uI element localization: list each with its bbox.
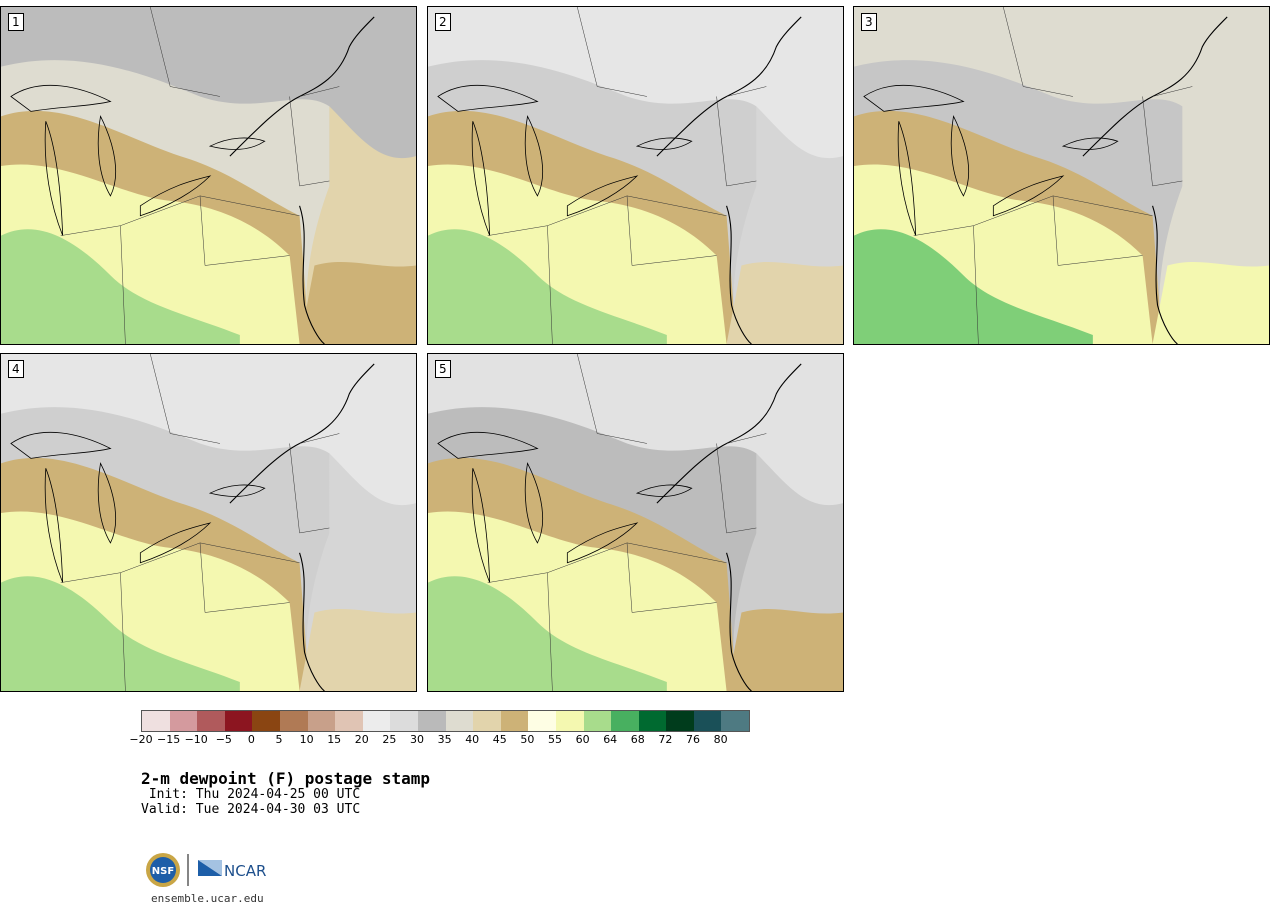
colorbar-swatch — [169, 711, 198, 731]
colorbar-swatch — [252, 711, 280, 731]
nsf-logo-text: NSF — [152, 866, 174, 877]
colorbar-swatch — [721, 711, 750, 731]
colorbar-swatch — [666, 711, 694, 731]
colorbar-swatch — [611, 711, 639, 731]
colorbar-tick-label: 30 — [410, 733, 424, 746]
colorbar-tick-label: 50 — [520, 733, 535, 746]
colorbar-swatch — [693, 711, 722, 731]
colorbar-tick-label: 72 — [658, 733, 673, 746]
colorbar-tick-label: 68 — [630, 733, 645, 746]
colorbar-swatch — [500, 711, 529, 731]
colorbar-tick-label: 40 — [465, 733, 480, 746]
colorbar-tick-label: 60 — [575, 733, 590, 746]
ensemble-member-map-5: 5 — [427, 353, 844, 692]
colorbar-swatch — [279, 711, 308, 731]
colorbar-swatch — [583, 711, 612, 731]
dewpoint-map-1 — [1, 7, 416, 344]
panel-label-5: 5 — [435, 360, 451, 378]
colorbar-tick-label: 5 — [275, 733, 283, 746]
colorbar-ticks: −20 −15 −10 −5 0 5 10 15 20 25 30 35 40 45 50 55 60 64 68 7… — [129, 733, 761, 749]
colorbar-swatch — [638, 711, 667, 731]
colorbar-tick-label: −5 — [215, 733, 232, 746]
footer-url: ensemble.ucar.edu — [151, 892, 264, 905]
ncar-logo-text: NCAR — [224, 862, 266, 880]
colorbar-tick-label: −10 — [184, 733, 208, 746]
dewpoint-map-5 — [428, 354, 843, 691]
colorbar-tick-label: 76 — [686, 733, 700, 746]
colorbar-swatch — [142, 711, 170, 731]
dewpoint-map-3 — [854, 7, 1269, 344]
colorbar-swatch — [362, 711, 391, 731]
colorbar-swatch — [528, 711, 556, 731]
init-time: Init: Thu 2024-04-25 00 UTC — [141, 787, 361, 802]
valid-time: Valid: Tue 2024-04-30 03 UTC — [141, 802, 361, 817]
panel-label-3: 3 — [861, 13, 877, 31]
colorbar-tick-label: 0 — [247, 733, 255, 746]
dewpoint-colorbar — [141, 710, 751, 732]
panel-label-1: 1 — [8, 13, 24, 31]
colorbar-swatch — [417, 711, 446, 731]
colorbar-tick-label: 55 — [548, 733, 562, 746]
dewpoint-map-4 — [1, 354, 416, 691]
colorbar-swatch — [335, 711, 363, 731]
ensemble-member-map-3: 3 — [853, 6, 1270, 345]
colorbar-swatch — [445, 711, 474, 731]
colorbar-tick-label: 45 — [492, 733, 507, 746]
colorbar-tick-label: 35 — [437, 733, 452, 746]
colorbar-tick-label: 15 — [327, 733, 342, 746]
colorbar-tick-label: 20 — [354, 733, 369, 746]
ensemble-member-map-1: 1 — [0, 6, 417, 345]
colorbar-swatch — [197, 711, 225, 731]
colorbar-tick-label: −20 — [129, 733, 153, 746]
ensemble-member-map-2: 2 — [427, 6, 844, 345]
panel-label-2: 2 — [435, 13, 451, 31]
nsf-ncar-logo: NSF NCAR — [145, 852, 275, 892]
colorbar-swatch — [307, 711, 336, 731]
panel-label-4: 4 — [8, 360, 24, 378]
colorbar-tick-label: 25 — [382, 733, 397, 746]
colorbar-swatch — [224, 711, 253, 731]
colorbar-swatch — [473, 711, 501, 731]
product-title: 2-m dewpoint (F) postage stamp — [141, 769, 430, 788]
colorbar-swatch — [555, 711, 584, 731]
colorbar-tick-label: 80 — [713, 733, 728, 746]
colorbar-tick-label: 64 — [603, 733, 618, 746]
colorbar-tick-label: 10 — [299, 733, 314, 746]
dewpoint-map-2 — [428, 7, 843, 344]
ensemble-member-map-4: 4 — [0, 353, 417, 692]
colorbar-swatch — [390, 711, 418, 731]
colorbar-tick-label: −15 — [156, 733, 181, 746]
